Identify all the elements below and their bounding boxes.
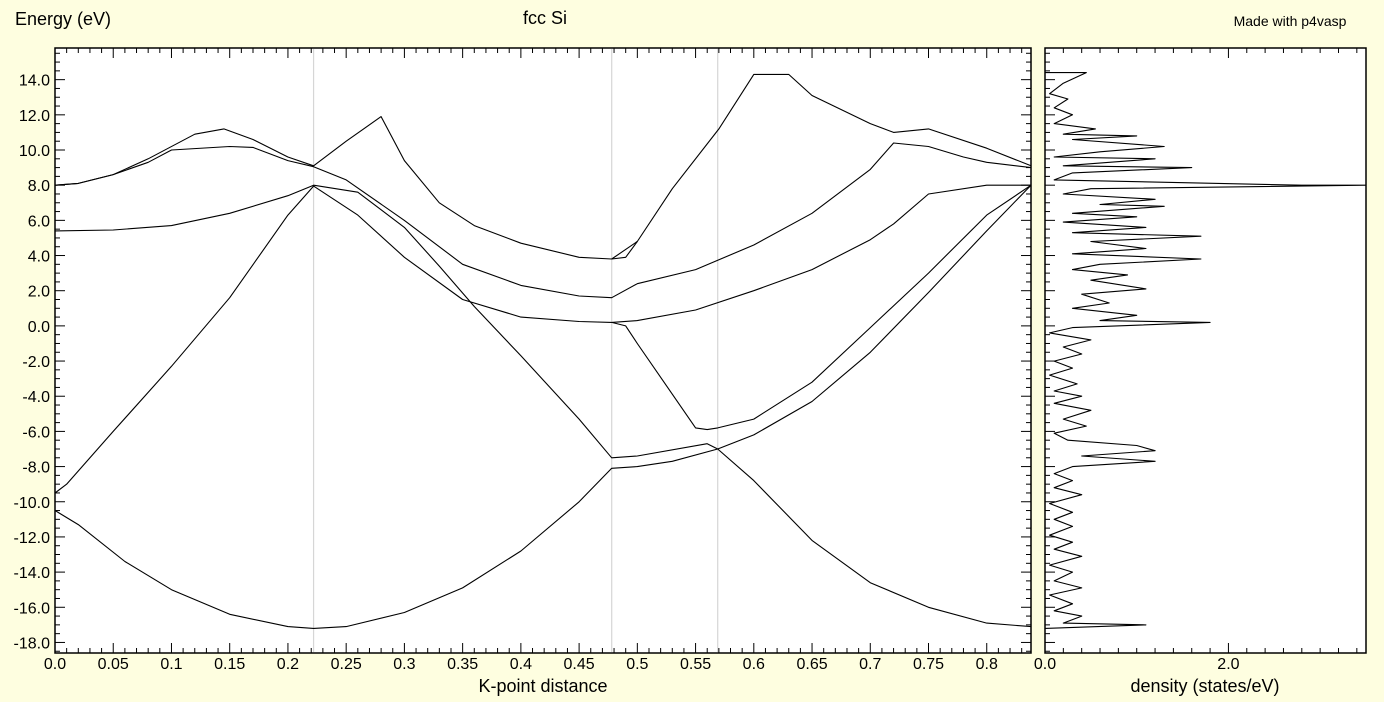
dos-plot-area	[1044, 47, 1367, 654]
x-tick-label: 0.65	[796, 656, 827, 673]
y-tick-label: 8.0	[28, 178, 50, 195]
band-line	[611, 241, 638, 260]
y-tick-label: 4.0	[28, 249, 50, 266]
y-axis-label: Energy (eV)	[15, 9, 111, 29]
band-line	[54, 448, 1032, 629]
band-axis-ticks: 14.0 12.0 10.0 8.0 6.0 4.0 2.0 0.0 -2.0 -4.0 -6.0 -…	[14, 48, 1031, 673]
y-tick-label: 0.0	[28, 319, 50, 336]
dos-x-tick-label: 0.0	[1034, 656, 1056, 673]
x-tick-label: 0.8	[976, 656, 998, 673]
dos-axis-ticks: 0.0 2.0	[1034, 48, 1358, 673]
y-tick-label: 2.0	[28, 284, 50, 301]
y-tick-label: 6.0	[28, 213, 50, 230]
band-line	[611, 184, 1032, 431]
x-tick-label: 0.35	[447, 656, 478, 673]
y-tick-label: -10.0	[14, 495, 51, 512]
y-tick-label: -18.0	[14, 635, 51, 652]
band-curves	[54, 73, 1032, 629]
y-tick-label: -4.0	[22, 389, 50, 406]
x-tick-label: 0.6	[743, 656, 765, 673]
band-line	[54, 73, 1032, 260]
x-tick-label: 0.5	[626, 656, 648, 673]
y-tick-label: 12.0	[19, 108, 50, 125]
y-tick-label: -2.0	[22, 354, 50, 371]
y-tick-label: -12.0	[14, 530, 51, 547]
y-tick-label: 10.0	[19, 143, 50, 160]
y-tick-label: 14.0	[19, 73, 50, 90]
kpoint-lines	[312, 49, 719, 652]
x-tick-label: 0.1	[160, 656, 182, 673]
x-tick-label: 0.7	[859, 656, 881, 673]
x-tick-label: 0.0	[44, 656, 66, 673]
x-tick-label: 0.25	[331, 656, 362, 673]
dos-curve	[1044, 72, 1367, 629]
dos-line	[1044, 72, 1367, 629]
y-tick-label: -14.0	[14, 565, 51, 582]
band-line	[54, 142, 1032, 299]
band-plot-area	[54, 47, 1032, 654]
x-tick-label: 0.3	[393, 656, 415, 673]
x-tick-label: 0.2	[277, 656, 299, 673]
band-line	[54, 184, 1031, 494]
x-axis-label: K-point distance	[478, 676, 607, 696]
x-tick-label: 0.4	[510, 656, 532, 673]
x-tick-label: 0.45	[564, 656, 595, 673]
x-tick-label: 0.05	[98, 656, 129, 673]
credit-label: Made with p4vasp	[1234, 13, 1347, 29]
y-tick-label: -8.0	[22, 460, 50, 477]
band-line	[54, 184, 1032, 459]
chart-title: fcc Si	[523, 8, 567, 28]
x-tick-label: 0.55	[680, 656, 711, 673]
x-tick-label: 0.15	[214, 656, 245, 673]
x-tick-label: 0.75	[913, 656, 944, 673]
y-tick-label: -16.0	[14, 600, 51, 617]
dos-x-axis-label: density (states/eV)	[1130, 676, 1279, 696]
dos-x-tick-label: 2.0	[1217, 656, 1239, 673]
y-tick-label: -6.0	[22, 424, 50, 441]
